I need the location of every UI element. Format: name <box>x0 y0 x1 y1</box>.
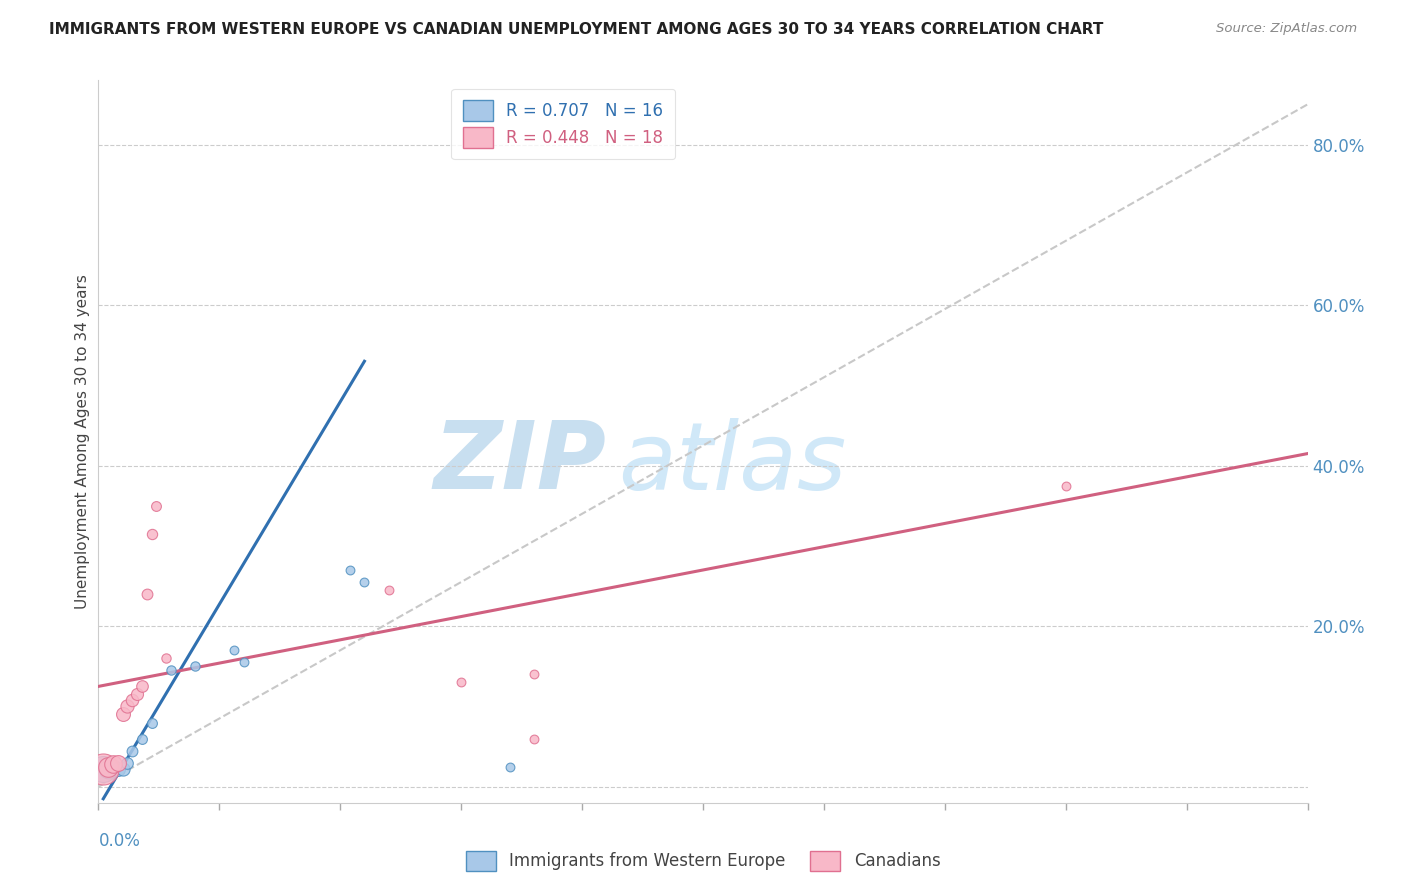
Point <box>353 574 375 589</box>
Point <box>91 762 114 776</box>
Text: 0.0%: 0.0% <box>98 831 141 850</box>
Point <box>222 643 245 657</box>
Text: IMMIGRANTS FROM WESTERN EUROPE VS CANADIAN UNEMPLOYMENT AMONG AGES 30 TO 34 YEAR: IMMIGRANTS FROM WESTERN EUROPE VS CANADI… <box>49 22 1104 37</box>
Point <box>450 675 472 690</box>
Legend: R = 0.707   N = 16, R = 0.448   N = 18: R = 0.707 N = 16, R = 0.448 N = 18 <box>451 88 675 160</box>
Point <box>377 583 399 598</box>
Y-axis label: Unemployment Among Ages 30 to 34 years: Unemployment Among Ages 30 to 34 years <box>75 274 90 609</box>
Point <box>117 756 139 770</box>
Text: Source: ZipAtlas.com: Source: ZipAtlas.com <box>1216 22 1357 36</box>
Point <box>141 526 163 541</box>
Point <box>131 731 153 746</box>
Point <box>155 651 177 665</box>
Point <box>135 587 157 601</box>
Point <box>523 731 546 746</box>
Text: ZIP: ZIP <box>433 417 606 509</box>
Point <box>111 762 134 776</box>
Point <box>97 762 120 776</box>
Text: atlas: atlas <box>619 417 846 508</box>
Point <box>121 744 143 758</box>
Point <box>107 762 129 776</box>
Point <box>131 680 153 694</box>
Point <box>141 715 163 730</box>
Point <box>145 499 167 513</box>
Point <box>121 693 143 707</box>
Legend: Immigrants from Western Europe, Canadians: Immigrants from Western Europe, Canadian… <box>457 842 949 880</box>
Point <box>107 756 129 770</box>
Point <box>117 699 139 714</box>
Point <box>523 667 546 681</box>
Point <box>101 760 124 774</box>
Point <box>339 563 361 577</box>
Point <box>97 760 120 774</box>
Point <box>232 655 254 669</box>
Point <box>1054 478 1077 492</box>
Point <box>111 707 134 722</box>
Point <box>91 762 114 776</box>
Point <box>101 757 124 772</box>
Point <box>127 687 149 701</box>
Point <box>184 659 207 673</box>
Point <box>498 760 520 774</box>
Point <box>160 664 183 678</box>
